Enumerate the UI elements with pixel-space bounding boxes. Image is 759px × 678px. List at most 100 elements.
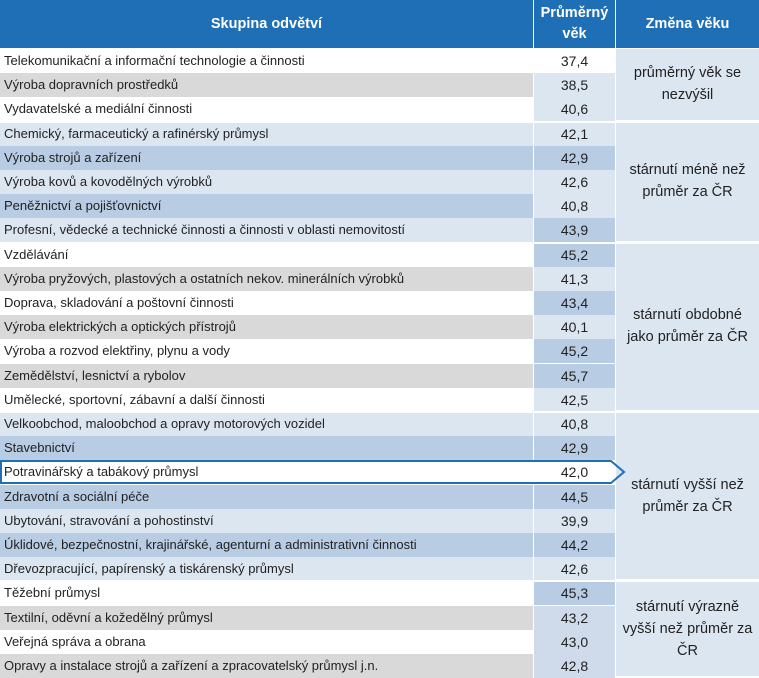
average-age-value: 45,3 xyxy=(534,581,615,606)
average-age-value: 38,5 xyxy=(534,73,615,98)
industry-name: Vzdělávání xyxy=(0,242,533,267)
age-change-group: průměrný věk se nezvýšil xyxy=(616,49,759,120)
table-row: Umělecké, sportovní, zábavní a další čin… xyxy=(0,387,759,412)
industry-name: Výroba elektrických a optických přístroj… xyxy=(0,315,533,340)
age-change-group-label: stárnutí obdobné jako průměr za ČR xyxy=(627,307,748,346)
average-age-value: 42,8 xyxy=(534,654,615,678)
average-age-value: 42,6 xyxy=(534,170,615,194)
average-age-value: 41,3 xyxy=(534,266,615,291)
average-age-value: 43,9 xyxy=(534,218,615,243)
table-row: Výroba elektrických a optických přístroj… xyxy=(0,315,759,340)
industry-name: Veřejná správa a obrana xyxy=(0,629,533,654)
industry-name: Dřevozpracující, papírenský a tiskárensk… xyxy=(0,557,533,582)
average-age-value: 37,4 xyxy=(534,49,615,73)
industry-name: Profesní, vědecké a technické činnosti a… xyxy=(0,218,533,243)
industry-name: Doprava, skladování a poštovní činnosti xyxy=(0,291,533,315)
age-change-group-label: stárnutí vyšší než průměr za ČR xyxy=(631,476,744,515)
industry-name: Zemědělství, lesnictví a rybolov xyxy=(0,363,533,388)
industry-name: Výroba kovů a kovodělných výrobků xyxy=(0,170,533,194)
industry-name: Peněžnictví a pojišťovnictví xyxy=(0,194,533,219)
age-change-group-label: stárnutí výrazně vyšší než průměr za ČR xyxy=(622,598,753,659)
header-age-change: Změna věku xyxy=(616,0,759,48)
average-age-value: 42,1 xyxy=(534,121,615,146)
table-row: Potravinářský a tabákový průmysl 42,0 xyxy=(0,460,759,485)
header-age-change-label: Změna věku xyxy=(645,15,730,32)
header-industry-group: Skupina odvětví xyxy=(0,0,533,48)
average-age-value: 42,0 xyxy=(534,460,615,485)
table-row: Ubytování, stravování a pohostinství 39,9 xyxy=(0,508,759,533)
age-change-group: stárnutí výrazně vyšší než průměr za ČR xyxy=(616,581,759,677)
industry-name: Vydavatelské a mediální činnosti xyxy=(0,97,533,122)
average-age-value: 44,2 xyxy=(534,533,615,557)
table-row: Chemický, farmaceutický a rafinérský prů… xyxy=(0,121,759,146)
average-age-value: 40,6 xyxy=(534,97,615,122)
table-row: Doprava, skladování a poštovní činnosti 4… xyxy=(0,291,759,315)
table-row: Zdravotní a sociální péče 44,5 xyxy=(0,484,759,509)
table-row: Výroba pryžových, plastových a ostatních… xyxy=(0,266,759,291)
header-average-age-line2: věk xyxy=(562,26,587,42)
table-row: Vzdělávání 45,2 xyxy=(0,242,759,267)
industry-name: Opravy a instalace strojů a zařízení a z… xyxy=(0,654,533,678)
age-change-group: stárnutí méně než průměr za ČR xyxy=(616,121,759,241)
average-age-value: 40,1 xyxy=(534,315,615,340)
age-change-group-label: stárnutí méně než průměr za ČR xyxy=(629,162,746,201)
group-separator xyxy=(0,411,759,413)
table-row: Opravy a instalace strojů a zařízení a z… xyxy=(0,654,759,678)
table-row: Těžební průmysl 45,3 xyxy=(0,581,759,606)
table-row: Telekomunikační a informační technologie… xyxy=(0,49,759,73)
average-age-value: 42,9 xyxy=(534,436,615,461)
industry-name: Telekomunikační a informační technologie… xyxy=(0,49,533,73)
industry-name: Zdravotní a sociální péče xyxy=(0,484,533,509)
industry-name: Těžební průmysl xyxy=(0,581,533,606)
table-row: Profesní, vědecké a technické činnosti a… xyxy=(0,218,759,243)
table-row: Peněžnictví a pojišťovnictví 40,8 xyxy=(0,194,759,219)
age-change-group-label: průměrný věk se nezvýšil xyxy=(633,65,742,104)
industry-name: Potravinářský a tabákový průmysl xyxy=(0,460,533,485)
table-row: Veřejná správa a obrana 43,0 xyxy=(0,629,759,654)
group-separator xyxy=(0,580,759,583)
table-row: Textilní, oděvní a kožedělný průmysl 43,2 xyxy=(0,605,759,630)
highlight-arrow-icon xyxy=(0,460,626,485)
average-age-value: 40,8 xyxy=(534,412,615,436)
table-row: Dřevozpracující, papírenský a tiskárensk… xyxy=(0,557,759,582)
average-age-value: 42,6 xyxy=(534,557,615,582)
average-age-value: 44,5 xyxy=(534,484,615,509)
industry-name: Výroba strojů a zařízení xyxy=(0,145,533,170)
highlight-arrow-shape xyxy=(0,460,626,485)
table-row: Úklidové, bezpečnostní, krajinářské, age… xyxy=(0,533,759,557)
industry-name: Ubytování, stravování a pohostinství xyxy=(0,508,533,533)
industry-name: Výroba dopravních prostředků xyxy=(0,73,533,98)
industry-name: Umělecké, sportovní, zábavní a další čin… xyxy=(0,387,533,412)
header-average-age: Průměrný věk xyxy=(534,0,615,48)
average-age-value: 40,8 xyxy=(534,194,615,219)
industry-name: Velkoobchod, maloobchod a opravy motorov… xyxy=(0,412,533,436)
table-row: Zemědělství, lesnictví a rybolov 45,7 xyxy=(0,363,759,388)
average-age-value: 42,5 xyxy=(534,387,615,412)
industry-name: Chemický, farmaceutický a rafinérský prů… xyxy=(0,121,533,146)
industry-name: Stavebnictví xyxy=(0,436,533,461)
table-row: Výroba kovů a kovodělných výrobků 42,6 xyxy=(0,170,759,194)
average-age-value: 39,9 xyxy=(534,508,615,533)
average-age-value: 42,9 xyxy=(534,145,615,170)
age-change-group: stárnutí vyšší než průměr za ČR xyxy=(616,412,759,580)
average-age-value: 43,2 xyxy=(534,605,615,630)
average-age-value: 45,2 xyxy=(534,242,615,267)
table-row: Stavebnictví 42,9 xyxy=(0,436,759,461)
average-age-value: 45,7 xyxy=(534,363,615,388)
average-age-value: 43,4 xyxy=(534,291,615,315)
industry-name: Výroba pryžových, plastových a ostatních… xyxy=(0,266,533,291)
average-age-value: 43,0 xyxy=(534,629,615,654)
table-row: Výroba dopravních prostředků 38,5 xyxy=(0,73,759,98)
table-row: Velkoobchod, maloobchod a opravy motorov… xyxy=(0,412,759,436)
industry-name: Textilní, oděvní a kožedělný průmysl xyxy=(0,605,533,630)
header-industry-group-label: Skupina odvětví xyxy=(210,15,323,32)
header-average-age-line1: Průměrný xyxy=(540,5,609,21)
table-row: Výroba strojů a zařízení 42,9 xyxy=(0,145,759,170)
group-separator xyxy=(0,241,759,244)
table-row: Výroba a rozvod elektřiny, plynu a vody 4… xyxy=(0,339,759,364)
industry-name: Úklidové, bezpečnostní, krajinářské, age… xyxy=(0,533,533,557)
industry-name: Výroba a rozvod elektřiny, plynu a vody xyxy=(0,339,533,364)
average-age-value: 45,2 xyxy=(534,339,615,364)
group-separator xyxy=(0,120,759,123)
